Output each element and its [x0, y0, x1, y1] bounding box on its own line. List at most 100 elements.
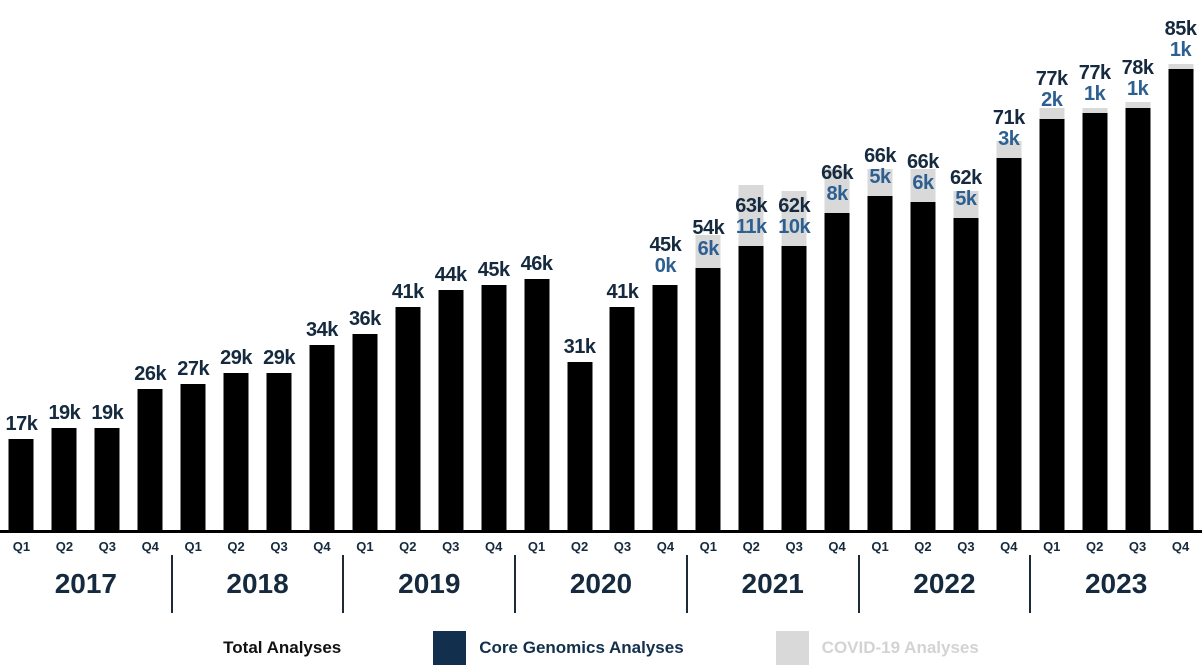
bar-column: 29k Q2 [215, 0, 258, 554]
year-separator-line [170, 555, 173, 613]
covid-value-label: 5k [955, 188, 977, 211]
total-value-label: 63k [735, 194, 768, 217]
quarter-tick-label: Q4 [1000, 539, 1018, 554]
bar-column: 29k Q3 [258, 0, 301, 554]
covid-bar-segment [1125, 102, 1151, 108]
total-value-label: 29k [220, 346, 253, 369]
bar-column: 45k Q4 [472, 0, 515, 554]
bar-stack [1125, 102, 1151, 533]
year-label: 2018 [226, 568, 289, 599]
core-bar-segment [695, 268, 721, 533]
total-value-label: 78k [1121, 56, 1154, 79]
legend-item-covid: COVID-19 Analyses [775, 631, 979, 665]
total-value-label: 85k [1164, 18, 1197, 41]
quarter-tick-label: Q3 [785, 539, 803, 554]
quarter-tick-label: Q2 [742, 539, 760, 554]
bar-stack [1039, 107, 1065, 533]
covid-value-label: 1k [1126, 77, 1149, 100]
core-bar-segment [781, 245, 807, 533]
total-value-label: 19k [91, 402, 124, 425]
quarter-tick-label: Q1 [184, 539, 202, 554]
total-value-label: 62k [949, 167, 982, 190]
bar-column: 26k Q4 [129, 0, 172, 554]
quarter-tick-label: Q3 [270, 539, 288, 554]
quarter-tick-label: Q3 [1128, 539, 1147, 554]
bar-stack [309, 345, 335, 533]
total-value-label: 27k [177, 357, 210, 380]
bar-column: 1k 85k Q4 [1159, 0, 1202, 554]
bar-column: 1k 77k Q2 [1073, 0, 1116, 554]
covid-value-label: 5k [869, 166, 891, 189]
chart-legend: Total Analyses Core Genomics Analyses CO… [0, 628, 1202, 668]
bar-column: 8k 66k Q4 [816, 0, 859, 554]
bar-column: 44k Q3 [429, 0, 472, 554]
quarter-tick-label: Q2 [399, 539, 417, 554]
core-bar-segment [867, 196, 893, 533]
bar-stack [266, 372, 292, 533]
quarter-tick-label: Q2 [55, 539, 74, 554]
core-bar-segment [1039, 119, 1065, 533]
quarter-tick-label: Q2 [1085, 539, 1104, 554]
bar-stack [1168, 63, 1194, 533]
bar-column: 31k Q2 [558, 0, 601, 554]
bar-stack [438, 290, 464, 533]
year-label: 2021 [741, 568, 804, 599]
year-separator-line [342, 555, 345, 613]
total-value-label: 31k [563, 335, 596, 358]
core-genomics-swatch [433, 631, 467, 665]
bar-column: 36k Q1 [343, 0, 386, 554]
bar-column: 11k 63k Q2 [730, 0, 773, 554]
bar-stack [180, 383, 206, 533]
core-bar-segment [1168, 69, 1194, 533]
total-value-label: 46k [520, 253, 553, 276]
bar-column: 17k Q1 [0, 0, 43, 554]
bar-stack [996, 141, 1022, 533]
bar-stack [481, 284, 507, 533]
year-separator-line [685, 555, 688, 613]
x-axis-line [0, 530, 1202, 533]
bar-column: 1k 78k Q3 [1116, 0, 1159, 554]
covid-bar-segment [695, 234, 721, 269]
covid-value-label: 1k [1084, 83, 1106, 106]
year-label: 2017 [54, 568, 117, 599]
bar-column: 41k Q3 [601, 0, 644, 554]
quarter-tick-label: Q1 [1043, 539, 1061, 554]
total-value-label: 45k [477, 258, 510, 281]
quarter-tick-label: Q1 [871, 539, 889, 554]
total-value-label: 26k [134, 363, 167, 386]
bar-column: 5k 62k Q3 [944, 0, 987, 554]
quarter-tick-label: Q4 [313, 539, 331, 554]
quarter-tick-label: Q1 [12, 539, 31, 554]
quarter-tick-label: Q2 [914, 539, 932, 554]
year-axis-row: 2017 2018 2019 2020 2021 2022 2023 [0, 555, 1202, 616]
legend-core-label: Core Genomics Analyses [479, 638, 684, 657]
core-bar-segment [94, 428, 120, 533]
bar-stack [609, 306, 635, 533]
total-value-label: 66k [864, 145, 896, 168]
core-bar-segment [609, 306, 635, 533]
bar-stack [1082, 107, 1108, 533]
bar-stack [867, 168, 893, 533]
total-value-label: 19k [48, 402, 81, 425]
bar-column: 2k 77k Q1 [1030, 0, 1073, 555]
covid-value-label: 6k [912, 171, 934, 194]
bar-stack [395, 306, 421, 533]
core-bar-segment [738, 245, 764, 533]
total-value-label: 54k [692, 217, 725, 240]
covid-value-label: 1k [1169, 39, 1192, 62]
year-separator-line [857, 555, 860, 613]
bar-stack [910, 168, 936, 533]
legend-total-label: Total Analyses [223, 638, 342, 657]
year-label: 2023 [1084, 568, 1148, 599]
total-value-label: 34k [306, 319, 338, 342]
covid-bar-segment [1082, 107, 1108, 114]
covid-value-label: 6k [697, 238, 720, 261]
bar-column: 19k Q3 [86, 0, 129, 554]
bar-stack [824, 168, 850, 533]
quarter-tick-label: Q4 [141, 539, 159, 554]
covid-bar-segment [1039, 107, 1065, 119]
bar-stack [738, 185, 764, 533]
core-bar-segment [1125, 107, 1151, 533]
quarter-tick-label: Q4 [656, 539, 675, 554]
bar-stack [781, 190, 807, 533]
